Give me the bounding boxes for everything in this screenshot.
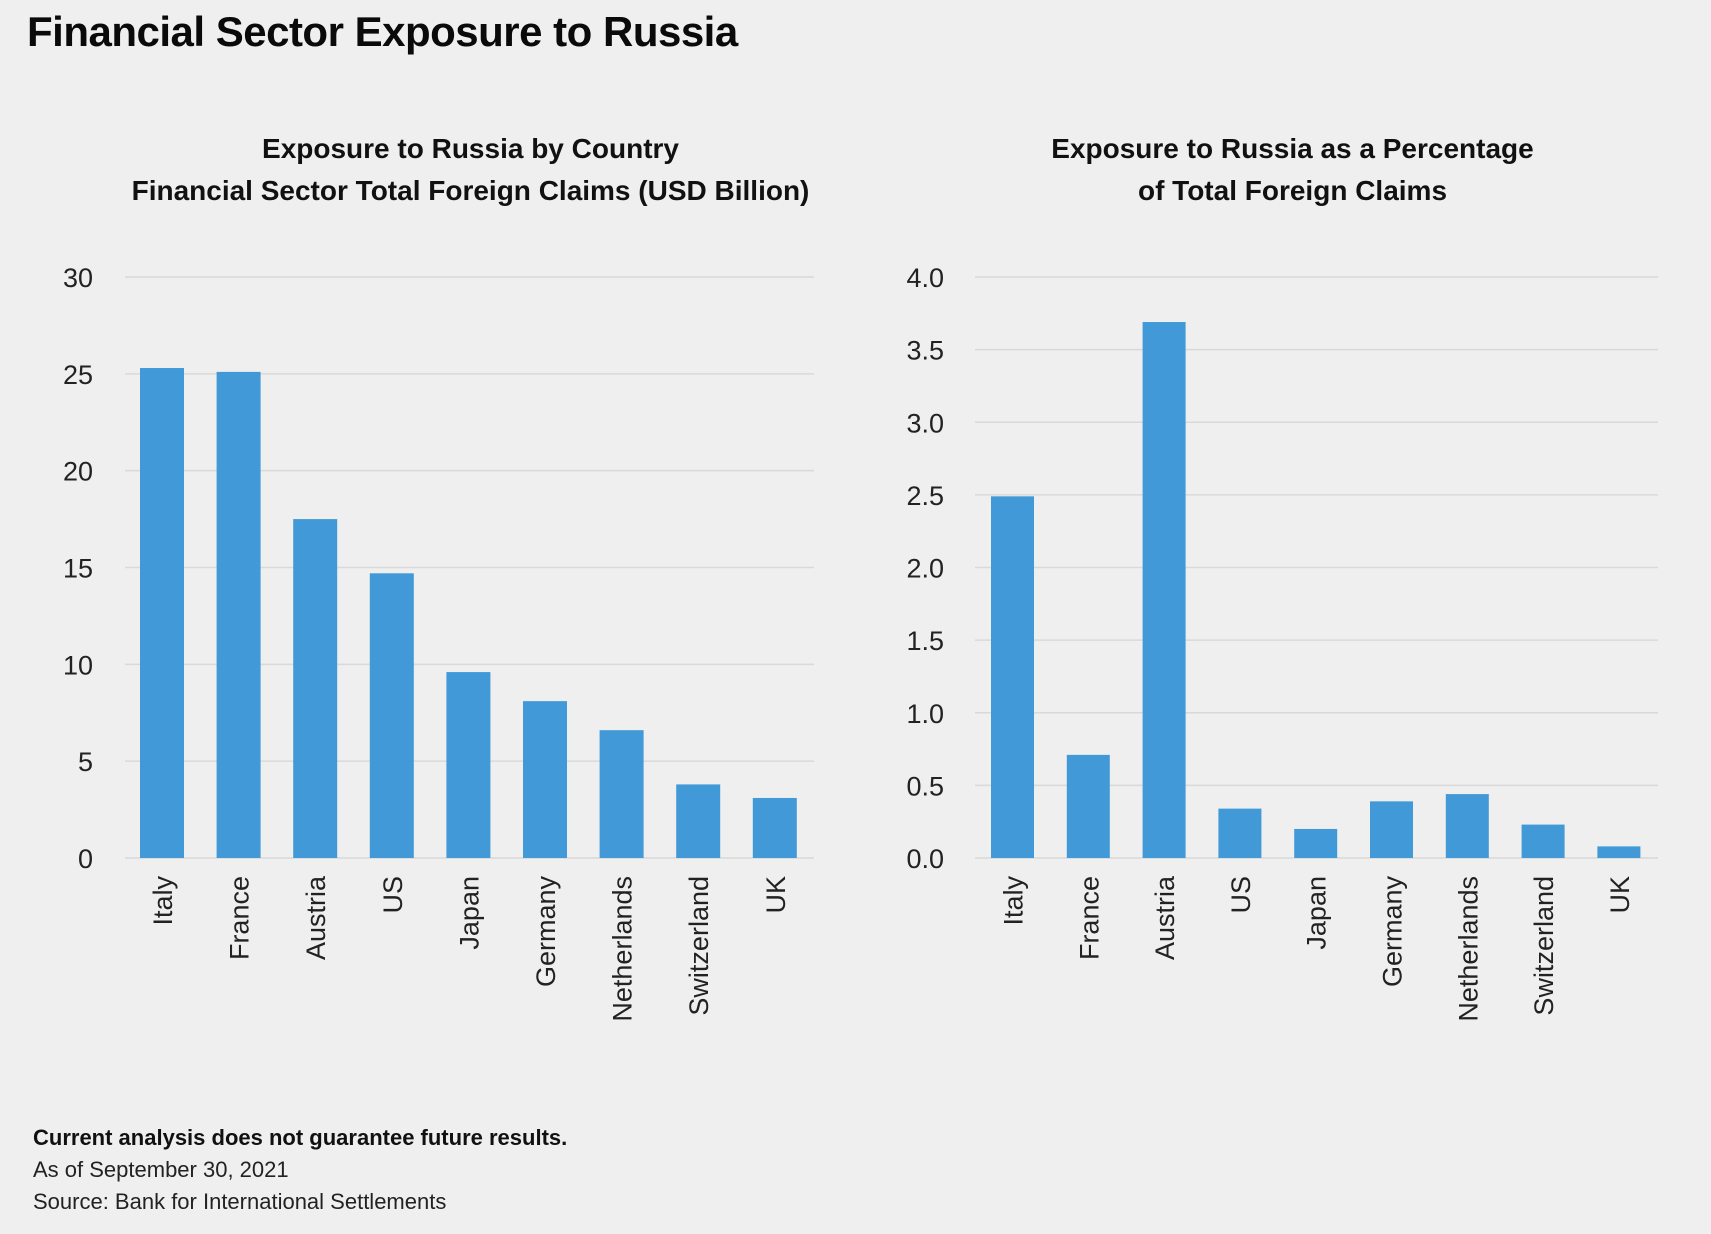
y-tick-label: 0.0 [906, 844, 944, 874]
bar-netherlands [599, 730, 644, 858]
y-tick-label: 5 [78, 747, 93, 777]
bar-netherlands [1445, 794, 1489, 858]
x-tick-label: US [1226, 876, 1256, 914]
chart-title-line-2: Financial Sector Total Foreign Claims (U… [131, 175, 810, 206]
y-tick-label: 0.5 [906, 771, 944, 801]
bar-france [1066, 754, 1110, 858]
usd-exposure-bar-chart: 0 5 10 15 20 25 30 Italy France Austria US Japan Ger… [63, 263, 814, 1022]
x-tick-label: France [225, 876, 255, 960]
y-tick-label: 2.5 [906, 481, 944, 511]
x-tick-label: Switzerland [1529, 876, 1559, 1016]
bar-us [369, 573, 414, 858]
x-tick-label: Japan [1302, 876, 1332, 950]
bar-austria [1142, 322, 1186, 859]
x-tick-label: Austria [1150, 875, 1180, 960]
bar-japan [1294, 828, 1338, 858]
chart-panel-usd-exposure: Exposure to Russia by Country Financial … [0, 128, 845, 1088]
bar-switzerland [1521, 824, 1565, 858]
bar-france [216, 371, 261, 858]
percentage-exposure-bar-chart: 0.0 0.5 1.0 1.5 2.0 2.5 3.0 3.5 4.0 Italy France Au… [906, 263, 1658, 1022]
x-tick-label: Italy [148, 876, 178, 926]
x-tick-label: UK [1605, 876, 1635, 914]
bar-germany [1370, 801, 1413, 858]
chart-title-percentage-exposure: Exposure to Russia as a Percentage of To… [870, 128, 1711, 212]
x-tick-label: Austria [301, 875, 331, 960]
bar-japan [446, 672, 491, 858]
x-tick-label: Italy [999, 876, 1029, 926]
x-tick-label: UK [761, 876, 791, 914]
bar-austria [293, 519, 338, 858]
x-tick-label: Netherlands [608, 876, 638, 1022]
y-tick-label: 1.0 [906, 699, 944, 729]
as-of-date: As of September 30, 2021 [33, 1157, 289, 1182]
y-tick-label: 4.0 [906, 263, 944, 293]
bar-italy [140, 368, 184, 858]
x-tick-label: Germany [1378, 876, 1408, 988]
bar-italy [991, 496, 1034, 858]
chart-title-line-1: Exposure to Russia as a Percentage [1051, 133, 1534, 164]
y-tick-label: 15 [63, 554, 93, 584]
bar-uk [1597, 846, 1641, 858]
y-tick-label: 10 [63, 650, 93, 680]
x-tick-label: France [1074, 876, 1104, 960]
bar-us [1218, 808, 1262, 858]
bar-uk [752, 797, 797, 858]
chart-panel-percentage-exposure: Exposure to Russia as a Percentage of To… [850, 128, 1695, 1088]
chart-title-usd-exposure: Exposure to Russia by Country Financial … [48, 128, 893, 212]
y-tick-label: 25 [63, 360, 93, 390]
chart-title-line-2: of Total Foreign Claims [1137, 175, 1448, 206]
y-tick-label: 20 [63, 457, 93, 487]
x-tick-label: Netherlands [1453, 876, 1483, 1022]
y-tick-label: 2.0 [906, 554, 944, 584]
y-tick-label: 0 [78, 844, 93, 874]
x-tick-label: Japan [454, 876, 484, 950]
bar-switzerland [676, 784, 721, 858]
chart-title-line-1: Exposure to Russia by Country [262, 133, 679, 164]
y-tick-label: 3.5 [906, 336, 944, 366]
y-tick-label: 3.0 [906, 408, 944, 438]
footer-notes: Current analysis does not guarantee futu… [33, 1122, 567, 1218]
x-tick-label: Germany [531, 876, 561, 988]
page-title: Financial Sector Exposure to Russia [27, 8, 738, 55]
bar-germany [523, 701, 567, 858]
y-tick-label: 30 [63, 263, 93, 293]
disclaimer-text: Current analysis does not guarantee futu… [33, 1125, 568, 1150]
x-tick-label: Switzerland [684, 876, 714, 1016]
x-tick-label: US [378, 876, 408, 914]
source-note: Source: Bank for International Settlemen… [33, 1189, 447, 1214]
y-tick-label: 1.5 [906, 626, 944, 656]
